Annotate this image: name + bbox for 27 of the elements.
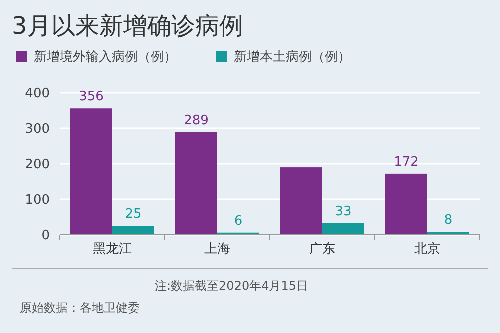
data-label: 25 (125, 207, 142, 222)
x-tick-label: 北京 (414, 242, 440, 257)
bar (112, 226, 154, 235)
y-tick-label: 100 (25, 193, 50, 208)
bar (386, 174, 428, 235)
legend-label: 新增本土病例（例） (234, 50, 351, 65)
data-label: 289 (184, 113, 209, 128)
bar (322, 223, 364, 235)
legend-label: 新增境外输入病例（例） (34, 49, 177, 65)
x-tick-label: 上海 (204, 242, 230, 257)
y-tick-label: 0 (42, 228, 50, 244)
bar (280, 168, 322, 235)
y-tick-label: 200 (25, 158, 50, 173)
data-label: 33 (335, 204, 352, 220)
data-label: 356 (79, 90, 104, 105)
bar (70, 108, 112, 235)
y-tick-label: 300 (25, 122, 50, 138)
x-tick-label: 黑龙江 (93, 242, 132, 257)
data-label: 6 (234, 214, 243, 229)
y-tick-label: 400 (25, 86, 50, 102)
data-label: 8 (444, 213, 453, 228)
bar (176, 132, 218, 235)
chart-title: 3月以来新增确诊病例 (12, 12, 244, 40)
text: 注:数据截至2020年4月15日 (155, 279, 308, 293)
x-tick-label: 广东 (310, 242, 336, 257)
data-label: 172 (394, 154, 419, 170)
text: 原始数据：各地卫健委 (20, 301, 140, 315)
